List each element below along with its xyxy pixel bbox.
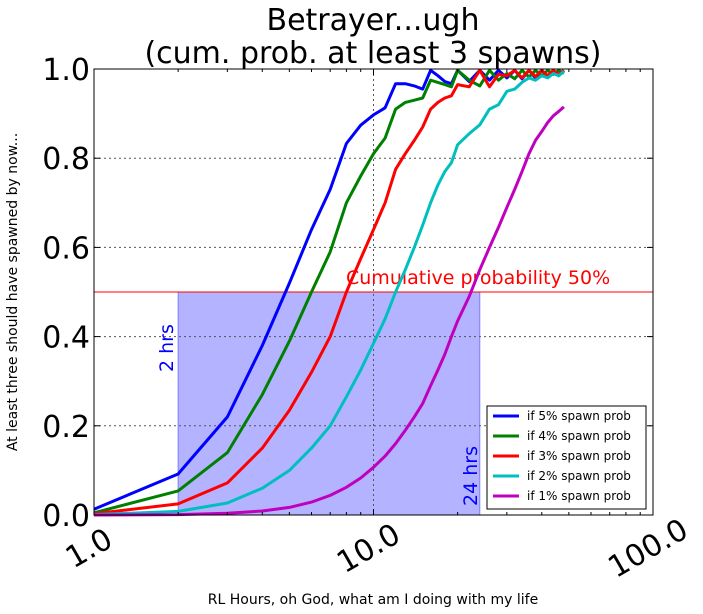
y-tick-label: 0.6 — [42, 231, 90, 266]
legend: if 5% spawn prob if 4% spawn prob if 3% sp… — [486, 405, 647, 510]
y-tick-label: 0.4 — [42, 321, 90, 356]
shaded-region — [177, 291, 481, 516]
legend-entry: if 5% spawn prob — [527, 409, 631, 423]
x-tick-label: 10.0 — [331, 517, 406, 581]
y-tick-label: 1.0 — [42, 53, 90, 88]
series-line-5 — [93, 105, 565, 517]
legend-entry: if 3% spawn prob — [527, 449, 631, 463]
legend-entry: if 2% spawn prob — [527, 469, 631, 483]
series-layer — [93, 68, 565, 517]
y-tick-label: 0.2 — [42, 410, 90, 445]
annotation-layer: 2 hrs 24 hrs — [156, 324, 482, 506]
chart-title-line-2: (cum. prob. at least 3 spawns) — [144, 36, 601, 71]
y-tick-label: 0.0 — [42, 499, 90, 534]
shade-layer — [177, 291, 481, 516]
series-line-4 — [93, 70, 565, 517]
x-axis-label: RL Hours, oh God, what am I doing with m… — [208, 592, 538, 608]
series-line-3 — [93, 68, 565, 516]
legend-entry: if 4% spawn prob — [527, 429, 631, 443]
x-tick-label: 100.0 — [602, 512, 694, 585]
annotation-24-hrs: 24 hrs — [460, 446, 482, 506]
annotation-2-hrs: 2 hrs — [156, 324, 178, 372]
y-axis-label: At least three should have spawned by no… — [5, 133, 21, 451]
chart-title-line-1: Betrayer...ugh — [267, 3, 480, 38]
y-tick-label: 0.8 — [42, 142, 90, 177]
legend-entry: if 1% spawn prob — [527, 489, 631, 503]
